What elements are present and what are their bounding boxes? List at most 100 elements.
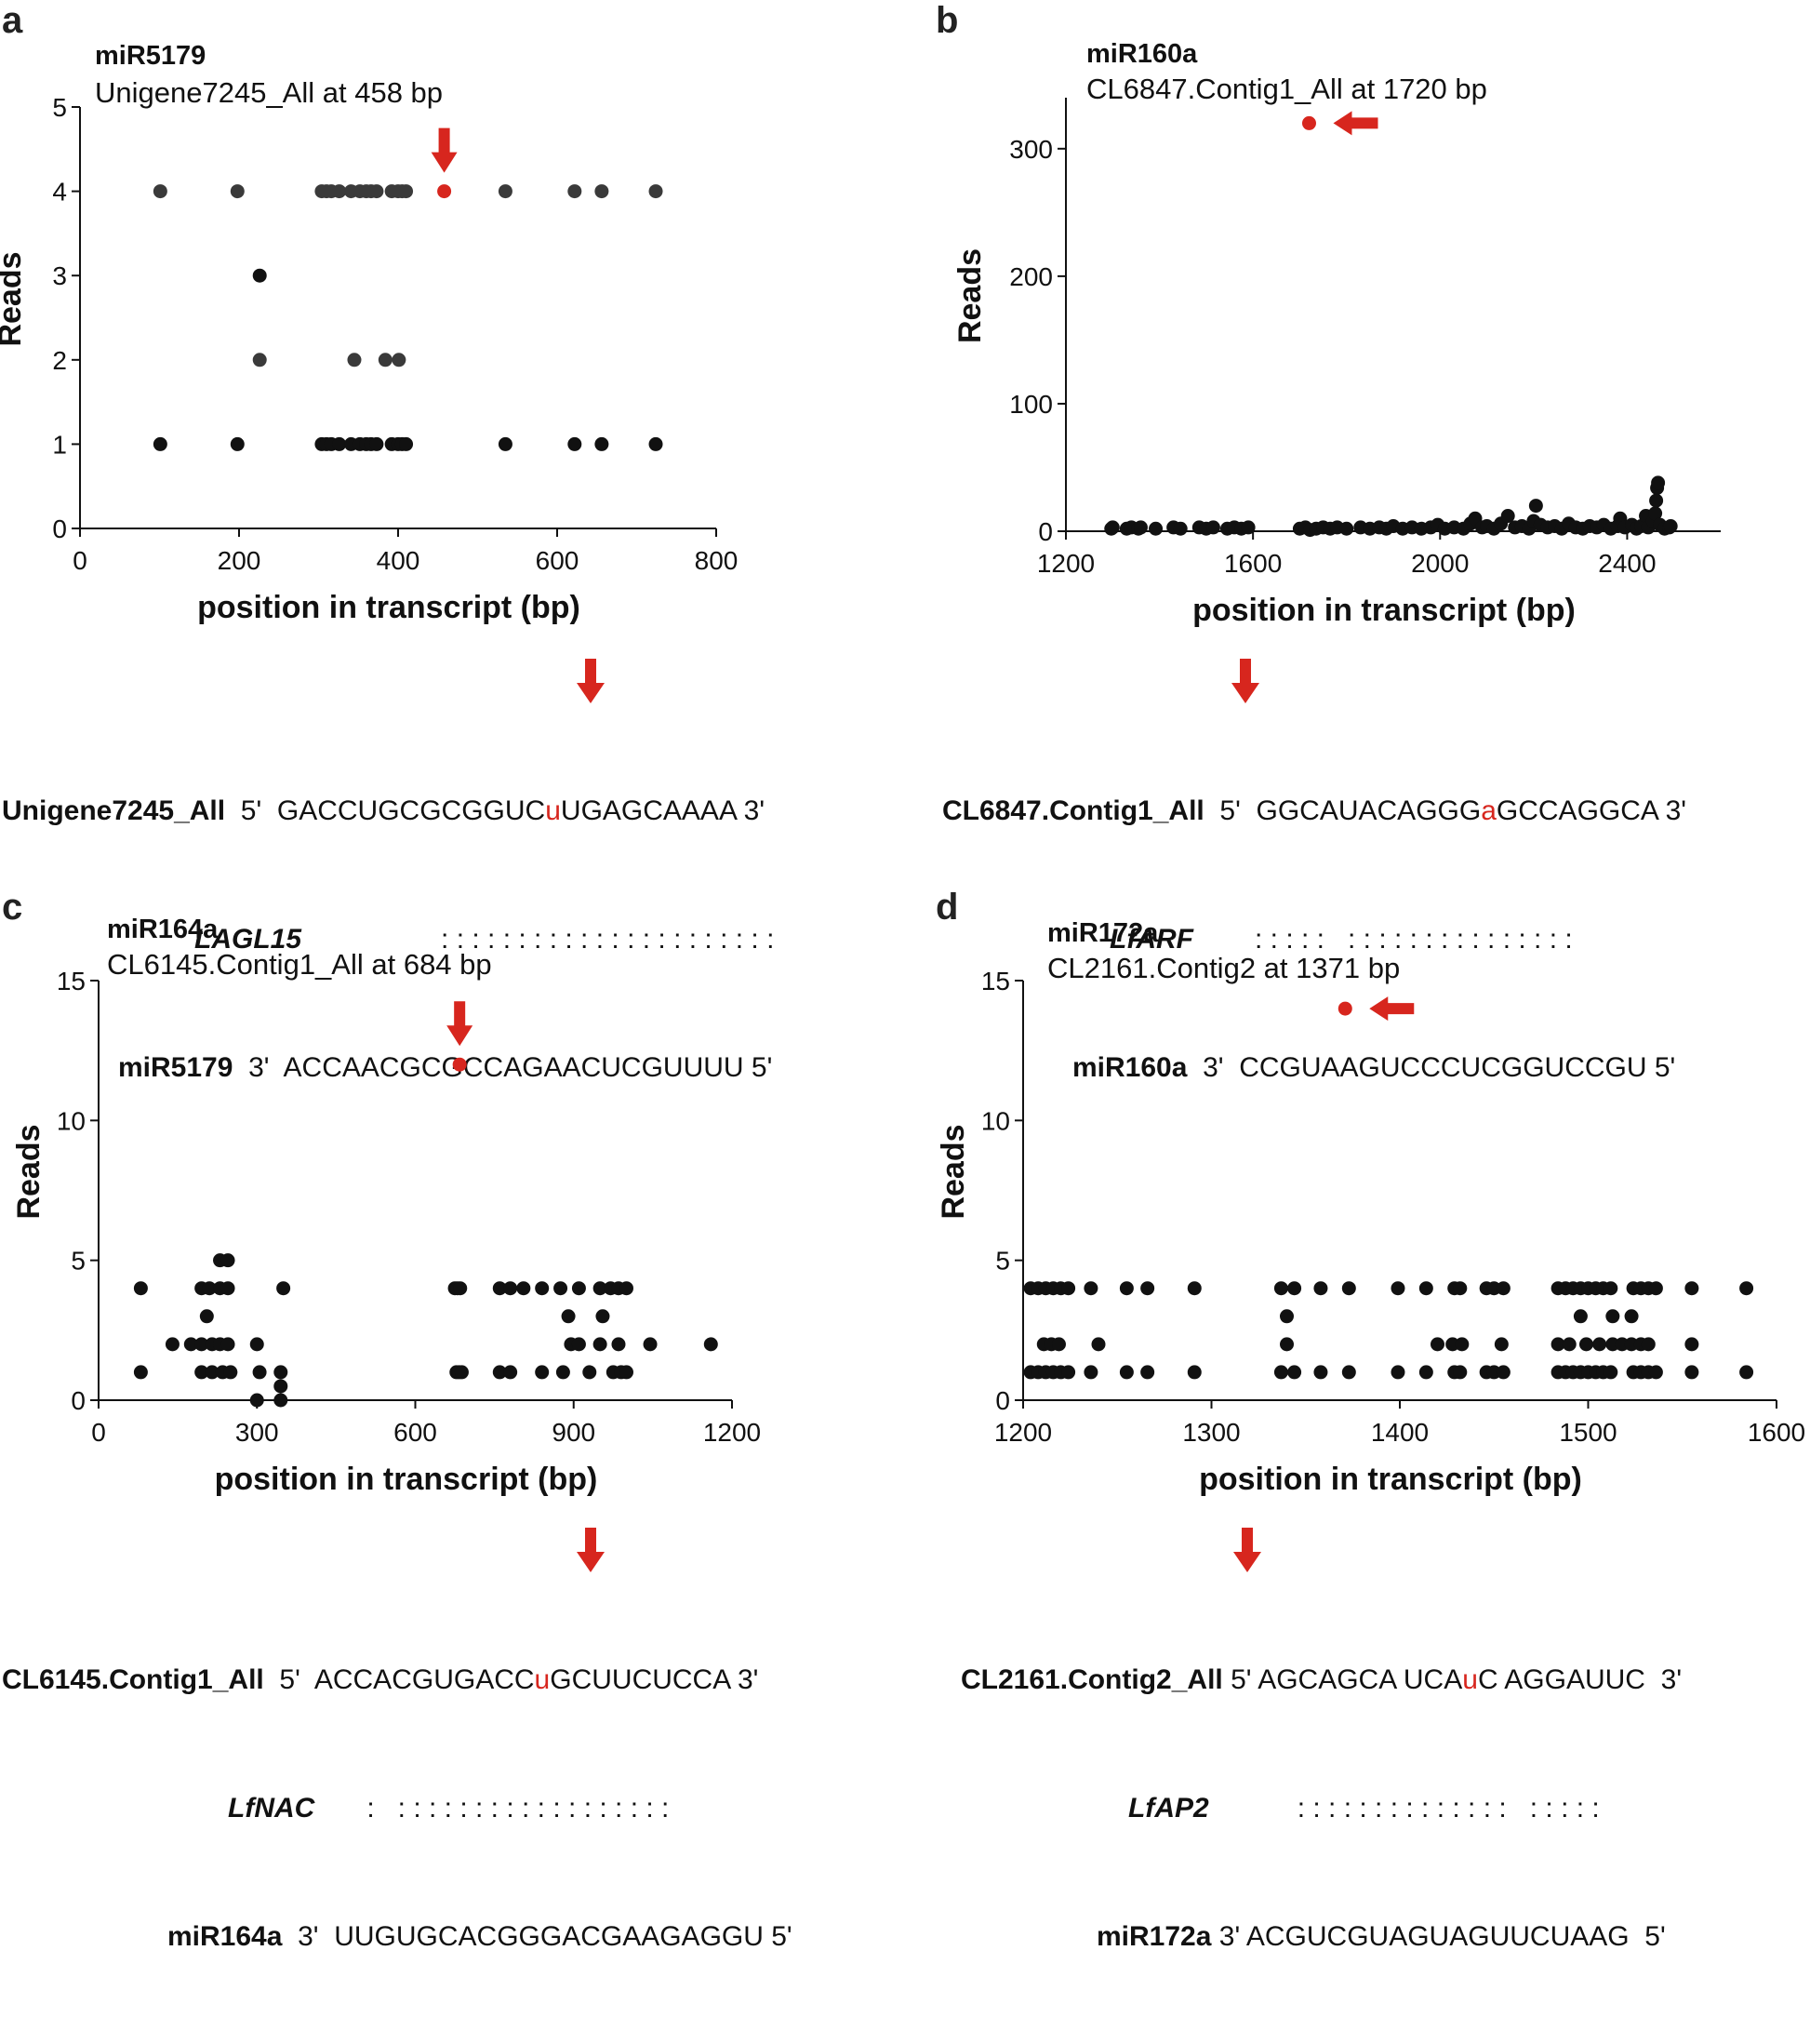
- x-axis-label: position in transcript (bp): [1192, 593, 1576, 628]
- mirna-name: miR160a: [1086, 39, 1198, 69]
- data-point: [1455, 1337, 1470, 1352]
- data-point: [1084, 1365, 1098, 1380]
- data-point: [1205, 520, 1220, 535]
- data-point: [133, 1281, 148, 1296]
- data-point: [183, 1337, 198, 1352]
- y-tick-label: 300: [1009, 135, 1053, 164]
- alignment-block: CL2161.Contig2_All 5' AGCAGCA UCAuC AGGA…: [961, 1573, 1682, 2044]
- data-point: [378, 353, 393, 367]
- five-prime: 5': [240, 795, 262, 826]
- y-tick-label: 1: [52, 430, 67, 459]
- data-point: [1280, 1337, 1294, 1352]
- data-point: [1391, 1365, 1405, 1380]
- data-point: [1105, 520, 1120, 535]
- data-point: [1140, 1365, 1155, 1380]
- data-point: [1550, 1337, 1565, 1352]
- data-point: [1061, 1281, 1076, 1296]
- data-point: [273, 1393, 288, 1408]
- data-point: [1496, 1365, 1511, 1380]
- target-seq-post: GCCAGGCA: [1496, 795, 1658, 826]
- alignment-block: Unigene7245_All 5' GACCUGCGCGGUCuUGAGCAA…: [2, 704, 774, 1175]
- data-point: [595, 1309, 610, 1324]
- cleavage-site: u: [545, 795, 561, 826]
- x-tick-label: 0: [73, 546, 87, 575]
- data-point: [1573, 1309, 1588, 1324]
- target-label: CL6145.Contig1_All: [2, 1664, 264, 1695]
- mirna-row: miR160a 3' CCGUAAGUCCCUCGGUCCGU 5': [942, 1047, 1686, 1089]
- mirna-row: miR5179 3' ACCAACGCGCCAGAACUCGUUUU 5': [2, 1047, 774, 1089]
- data-point: [153, 436, 167, 451]
- five-prime: 5': [1644, 1921, 1666, 1952]
- data-point: [571, 1337, 586, 1352]
- three-prime: 3': [737, 1664, 759, 1695]
- data-point: [332, 184, 347, 199]
- data-point: [1273, 1365, 1288, 1380]
- three-prime: 3': [1203, 1052, 1224, 1083]
- data-point: [332, 436, 347, 451]
- data-point: [1140, 1281, 1155, 1296]
- data-point: [194, 1337, 209, 1352]
- panel-letter: a: [2, 0, 23, 41]
- data-point: [392, 353, 406, 367]
- target-label: Unigene7245_All: [2, 795, 226, 826]
- data-point: [1648, 1281, 1663, 1296]
- three-prime: 3': [298, 1921, 319, 1952]
- gene-name: LfARF: [1110, 924, 1193, 955]
- data-point: [582, 1365, 597, 1380]
- data-point: [194, 1365, 209, 1380]
- data-point: [592, 1281, 607, 1296]
- chart-subtitle: CL6847.Contig1_All at 1720 bp: [1086, 73, 1487, 105]
- y-tick-label: 0: [52, 514, 67, 543]
- data-point: [1684, 1337, 1699, 1352]
- data-point: [220, 1253, 235, 1268]
- target-seq-pre: GACCUGCGCGGUC: [276, 795, 546, 826]
- gene-name: LAGL15: [194, 924, 302, 955]
- x-tick-label: 2400: [1598, 549, 1656, 578]
- data-point: [1418, 1281, 1433, 1296]
- data-point: [1051, 1337, 1066, 1352]
- data-point: [1739, 1281, 1754, 1296]
- y-tick-label: 10: [57, 1106, 86, 1135]
- data-point: [1494, 1337, 1509, 1352]
- mirna-name: miR5179: [95, 41, 206, 71]
- data-point: [1604, 1281, 1618, 1296]
- gene-name: LfNAC: [228, 1793, 315, 1824]
- data-point: [1313, 1365, 1328, 1380]
- cleavage-arrow-icon: [577, 659, 605, 703]
- mirna-name: miR164a: [107, 915, 219, 944]
- data-point: [276, 1281, 291, 1296]
- x-tick-label: 2000: [1411, 549, 1469, 578]
- x-tick-label: 1400: [1371, 1418, 1429, 1447]
- data-point: [1641, 1337, 1656, 1352]
- cleavage-arrow-icon: [1233, 1528, 1261, 1572]
- data-point: [571, 1281, 586, 1296]
- x-tick-label: 1200: [703, 1418, 761, 1447]
- three-prime: 3': [743, 795, 765, 826]
- x-tick-label: 1500: [1559, 1418, 1617, 1447]
- mirna-label: miR5179: [118, 1052, 233, 1083]
- data-point: [1528, 499, 1543, 514]
- data-point: [535, 1365, 550, 1380]
- match-line: : : : : : : : : : : : : : : : : : : :: [1297, 1793, 1600, 1824]
- y-tick-label: 3: [52, 261, 67, 290]
- mirna-row: miR172a 3' ACGUCGUAGUAGUUCUAAG 5': [961, 1916, 1682, 1958]
- cleavage-point: [1301, 115, 1316, 130]
- target-seq-pre: ACCACGUGACC: [313, 1664, 535, 1695]
- data-point: [561, 1309, 576, 1324]
- cleavage-site: a: [1481, 795, 1497, 826]
- data-point: [619, 1281, 633, 1296]
- x-axis-label: position in transcript (bp): [197, 590, 580, 625]
- target-row: CL6145.Contig1_All 5' ACCACGUGACCuGCUUCU…: [2, 1659, 792, 1702]
- data-point: [347, 353, 362, 367]
- data-point: [553, 1281, 568, 1296]
- y-tick-label: 0: [1038, 517, 1053, 546]
- data-point: [273, 1365, 288, 1380]
- data-point: [1280, 1309, 1294, 1324]
- x-tick-label: 0: [91, 1418, 106, 1447]
- target-row: CL2161.Contig2_All 5' AGCAGCA UCAuC AGGA…: [961, 1659, 1682, 1702]
- data-point: [1684, 1281, 1699, 1296]
- cleavage-arrow-icon: [1369, 996, 1415, 1022]
- y-tick-label: 5: [995, 1247, 1010, 1276]
- y-tick-label: 100: [1009, 390, 1053, 419]
- data-point: [1391, 1281, 1405, 1296]
